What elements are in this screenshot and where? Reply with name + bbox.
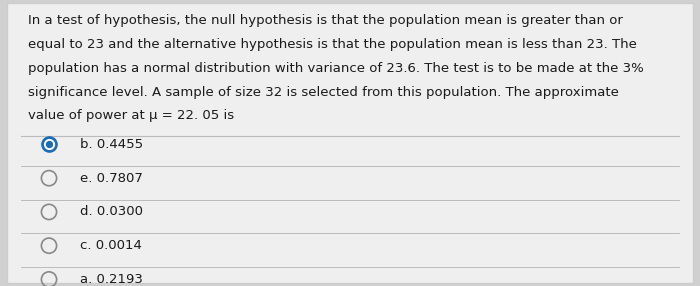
Text: value of power at μ = 22. 05 is: value of power at μ = 22. 05 is <box>28 109 234 122</box>
Point <box>43 277 55 282</box>
FancyBboxPatch shape <box>7 3 693 283</box>
Text: population has a normal distribution with variance of 23.6. The test is to be ma: population has a normal distribution wit… <box>28 62 644 75</box>
Point <box>43 142 55 147</box>
Point <box>43 142 55 147</box>
Text: significance level. A sample of size 32 is selected from this population. The ap: significance level. A sample of size 32 … <box>28 86 619 98</box>
Text: In a test of hypothesis, the null hypothesis is that the population mean is grea: In a test of hypothesis, the null hypoth… <box>28 14 623 27</box>
Text: e. 0.7807: e. 0.7807 <box>80 172 144 185</box>
Text: b. 0.4455: b. 0.4455 <box>80 138 144 151</box>
Point <box>43 243 55 248</box>
Text: d. 0.0300: d. 0.0300 <box>80 205 144 219</box>
Text: c. 0.0014: c. 0.0014 <box>80 239 142 252</box>
Text: equal to 23 and the alternative hypothesis is that the population mean is less t: equal to 23 and the alternative hypothes… <box>28 38 637 51</box>
Point <box>43 176 55 180</box>
Point <box>43 142 55 147</box>
Text: a. 0.2193: a. 0.2193 <box>80 273 144 286</box>
Point <box>43 210 55 214</box>
